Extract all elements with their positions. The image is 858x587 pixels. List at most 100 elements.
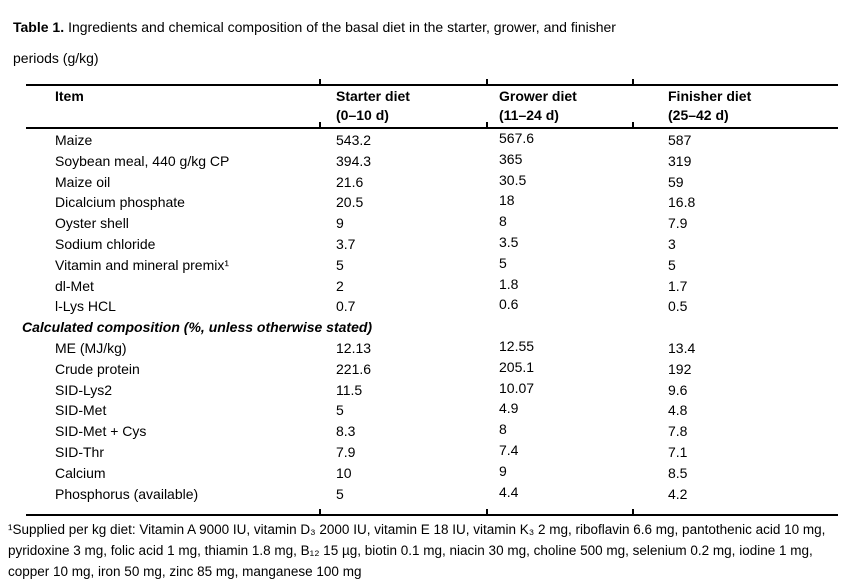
section-header-label: Calculated composition (%, unless otherw…: [22, 319, 373, 336]
column-header-item: Item: [55, 88, 84, 104]
table-row: SID-Thr 7.9 7.4 7.1: [26, 442, 838, 463]
row-starter-value: 3.7: [336, 235, 356, 252]
row-finisher-value: 192: [668, 360, 692, 377]
row-starter-value: 7.9: [336, 443, 356, 460]
table-row: SID-Met + Cys 8.3 8 7.8: [26, 421, 838, 442]
table-row: Soybean meal, 440 g/kg CP 394.3 365 319: [26, 151, 838, 172]
row-starter-value: 0.7: [336, 298, 356, 315]
table-row: Maize oil 21.6 30.5 59: [26, 172, 838, 193]
table-row: ME (MJ/kg) 12.13 12.55 13.4: [26, 338, 838, 359]
table-row: Calcium 10 9 8.5: [26, 463, 838, 484]
table-row: Vitamin and mineral premix¹ 5 5 5: [26, 255, 838, 276]
row-grower-value: 12.55: [499, 337, 535, 354]
table-top-rule: [26, 84, 838, 86]
row-grower-value: 7.4: [499, 441, 519, 458]
row-item-label: Soybean meal, 440 g/kg CP: [55, 152, 230, 169]
table-section-header-row: Calculated composition (%, unless otherw…: [22, 317, 838, 338]
column-header-grower-range: (11–24 d): [499, 107, 559, 123]
column-divider-tick: [319, 509, 321, 516]
row-finisher-value: 59: [668, 173, 684, 190]
row-grower-value: 30.5: [499, 171, 527, 188]
row-finisher-value: 9.6: [668, 381, 688, 398]
row-grower-value: 365: [499, 150, 523, 167]
row-grower-value: 4.4: [499, 483, 519, 500]
row-starter-value: 12.13: [336, 339, 372, 356]
table-row: Dicalcium phosphate 20.5 18 16.8: [26, 192, 838, 213]
row-item-label: Crude protein: [55, 360, 140, 377]
table-row: Phosphorus (available) 5 4.4 4.2: [26, 484, 838, 505]
row-starter-value: 11.5: [336, 381, 363, 398]
table-body: Maize 543.2 567.6 587 Soybean meal, 440 …: [22, 130, 838, 505]
column-header-finisher: Finisher diet (25–42 d): [668, 87, 751, 125]
column-divider-tick: [486, 79, 488, 86]
row-item-label: SID-Met: [55, 402, 107, 419]
row-finisher-value: 16.8: [668, 194, 696, 211]
row-starter-value: 394.3: [336, 152, 372, 169]
row-grower-value: 3.5: [499, 233, 519, 250]
table-caption: Table 1. Ingredients and chemical composi…: [13, 12, 825, 74]
table-header-rule: [26, 127, 838, 129]
row-starter-value: 5: [336, 402, 344, 419]
column-divider-tick: [632, 509, 634, 516]
row-finisher-value: 13.4: [668, 339, 696, 356]
row-item-label: dl-Met: [55, 277, 94, 294]
row-starter-value: 8.3: [336, 423, 356, 440]
column-header-finisher-range: (25–42 d): [668, 107, 729, 123]
row-finisher-value: 5: [668, 256, 676, 273]
row-grower-value: 18: [499, 192, 515, 209]
column-divider-tick: [486, 122, 488, 129]
column-divider-tick: [632, 79, 634, 86]
row-starter-value: 543.2: [336, 132, 372, 148]
row-item-label: Phosphorus (available): [55, 485, 199, 502]
row-grower-value: 10.07: [499, 379, 535, 396]
row-finisher-value: 587: [668, 132, 692, 148]
row-starter-value: 21.6: [336, 173, 364, 190]
row-grower-value: 205.1: [499, 358, 535, 375]
row-item-label: Maize: [55, 132, 93, 148]
row-starter-value: 10: [336, 464, 352, 481]
column-header-grower: Grower diet (11–24 d): [499, 87, 577, 125]
table-row: l-Lys HCL 0.7 0.6 0.5: [26, 296, 838, 317]
table-row: Oyster shell 9 8 7.9: [26, 213, 838, 234]
column-header-starter-label: Starter diet: [336, 88, 410, 104]
row-grower-value: 8: [499, 421, 507, 438]
row-item-label: Dicalcium phosphate: [55, 194, 185, 211]
table-row: Sodium chloride 3.7 3.5 3: [26, 234, 838, 255]
column-divider-tick: [632, 122, 634, 129]
table-row: Maize 543.2 567.6 587: [26, 130, 838, 151]
column-header-starter-range: (0–10 d): [336, 107, 389, 123]
row-finisher-value: 8.5: [668, 464, 688, 481]
row-finisher-value: 4.2: [668, 485, 688, 502]
table-bottom-rule: [26, 514, 838, 516]
column-divider-tick: [319, 79, 321, 86]
table-caption-text: Ingredients and chemical composition of …: [68, 19, 616, 35]
row-grower-value: 5: [499, 254, 507, 271]
row-starter-value: 221.6: [336, 360, 372, 377]
column-header-finisher-label: Finisher diet: [668, 88, 752, 104]
row-item-label: Oyster shell: [55, 215, 129, 232]
row-finisher-value: 7.1: [668, 443, 688, 460]
row-starter-value: 5: [336, 485, 344, 502]
row-starter-value: 5: [336, 256, 344, 273]
table-caption-line2: periods (g/kg): [13, 50, 99, 66]
table-footnote: ¹Supplied per kg diet: Vitamin A 9000 IU…: [8, 522, 826, 579]
row-item-label: SID-Thr: [55, 443, 104, 460]
column-header-grower-label: Grower diet: [499, 88, 577, 104]
row-item-label: Maize oil: [55, 173, 111, 190]
row-item-label: SID-Lys2: [55, 381, 113, 398]
column-divider-tick: [319, 122, 321, 129]
row-grower-value: 4.9: [499, 400, 519, 417]
row-grower-value: 567.6: [499, 130, 535, 146]
table-row: SID-Lys2 11.5 10.07 9.6: [26, 380, 838, 401]
row-grower-value: 0.6: [499, 296, 519, 313]
row-finisher-value: 319: [668, 152, 692, 169]
row-item-label: SID-Met + Cys: [55, 423, 147, 440]
row-finisher-value: 4.8: [668, 402, 688, 419]
column-divider-tick: [486, 509, 488, 516]
row-grower-value: 8: [499, 213, 507, 230]
row-item-label: l-Lys HCL: [55, 298, 116, 315]
row-finisher-value: 1.7: [668, 277, 688, 294]
table-caption-line1: Table 1. Ingredients and chemical composi…: [13, 12, 825, 43]
table-number-label: Table 1.: [13, 19, 65, 35]
row-starter-value: 9: [336, 215, 344, 232]
